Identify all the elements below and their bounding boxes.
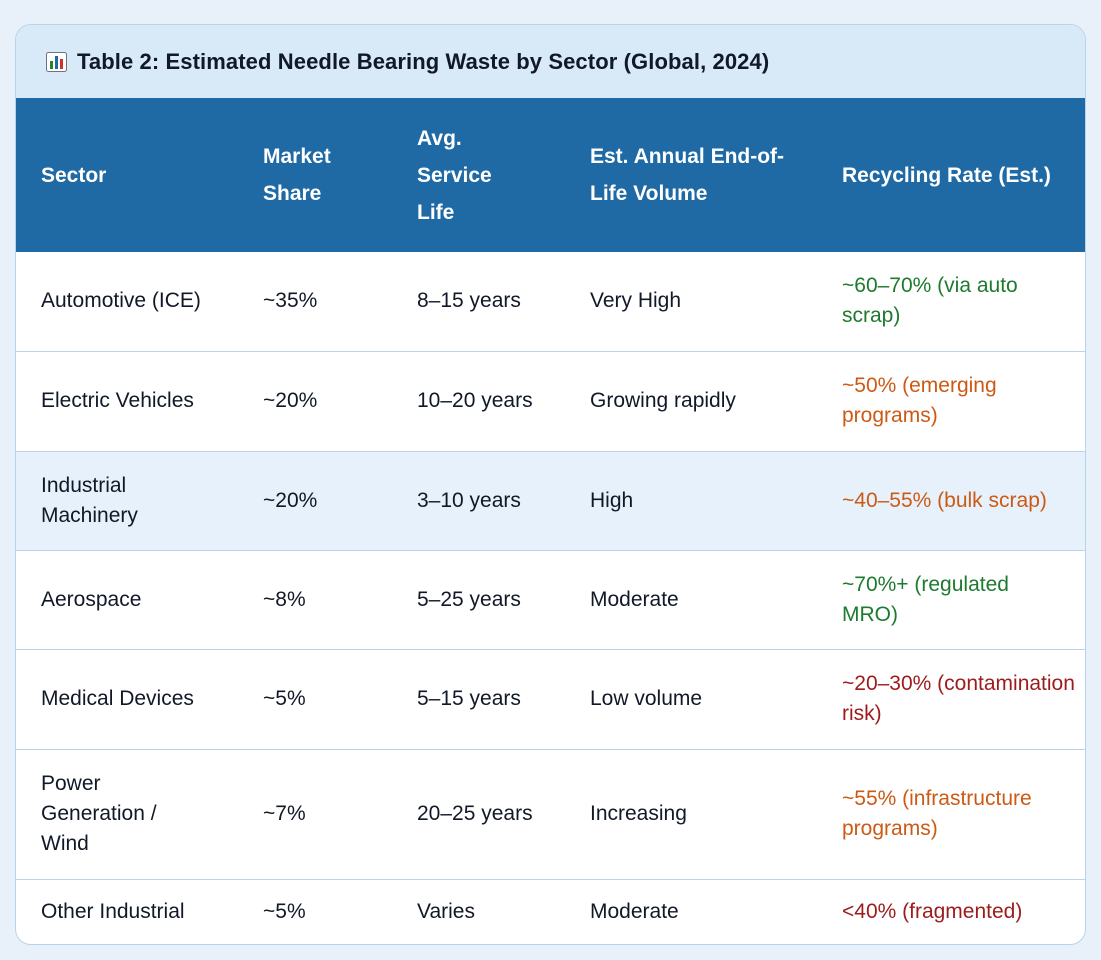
table-row: Aerospace ~8% 5–25 years Moderate ~70%+ … [16,550,1085,650]
cell-service-life: 20–25 years [392,749,565,880]
table-card: Table 2: Estimated Needle Bearing Waste … [15,24,1086,945]
cell-sector: Industrial Machinery [16,451,238,551]
cell-eol-volume: Increasing [565,749,817,880]
cell-eol-volume: Moderate [590,900,679,924]
cell-service-life: 8–15 years [392,252,565,352]
table-row: Power Generation / Wind ~7% 20–25 years … [16,749,1085,880]
cell-recycling-rate: <40% (fragmented) [842,900,1023,924]
cell-eol-volume: Growing rapidly [565,351,817,452]
cell-recycling-rate: ~40–55% (bulk scrap) [817,451,1085,551]
cell-market-share: ~35% [238,252,392,352]
cell-market-share: ~5% [238,649,392,750]
table-header-row: Sector Market Share Avg. Service Life Es… [16,98,1085,252]
cell-sector: Power Generation / Wind [16,749,238,880]
cell-service-life: Varies [417,900,475,924]
header-sector: Sector [41,163,107,187]
table-row: Medical Devices ~5% 5–15 years Low volum… [16,649,1085,750]
cell-sector: Aerospace [16,550,238,650]
cell-service-life: 5–25 years [392,550,565,650]
cell-sector: Electric Vehicles [16,351,238,452]
cell-service-life: 10–20 years [392,351,565,452]
cell-recycling-rate: ~50% (emerging programs) [817,351,1085,452]
sector-waste-table: Sector Market Share Avg. Service Life Es… [16,98,1085,944]
header-eol-volume: Est. Annual End-of-Life Volume [590,145,785,205]
header-recycling-rate: Recycling Rate (Est.) [842,163,1051,187]
cell-market-share: ~20% [238,351,392,452]
header-service-life: Avg. Service Life [417,126,492,224]
cell-eol-volume: Very High [565,252,817,352]
cell-recycling-rate: ~70%+ (regulated MRO) [817,550,1085,650]
table-title: Table 2: Estimated Needle Bearing Waste … [77,48,770,74]
table-row: Other Industrial ~5% Varies Moderate <40… [16,879,1085,944]
table-row: Electric Vehicles ~20% 10–20 years Growi… [16,351,1085,452]
table-title-bar: Table 2: Estimated Needle Bearing Waste … [16,25,1085,98]
cell-sector: Other Industrial [41,900,185,924]
table-row: Automotive (ICE) ~35% 8–15 years Very Hi… [16,252,1085,352]
cell-recycling-rate: ~20–30% (contamination risk) [817,649,1085,750]
cell-recycling-rate: ~55% (infrastructure programs) [817,749,1085,880]
cell-market-share: ~7% [238,749,392,880]
table-row: Industrial Machinery ~20% 3–10 years Hig… [16,451,1085,551]
cell-service-life: 3–10 years [392,451,565,551]
cell-service-life: 5–15 years [392,649,565,750]
cell-market-share: ~20% [238,451,392,551]
cell-market-share: ~8% [238,550,392,650]
cell-eol-volume: Low volume [565,649,817,750]
cell-sector: Medical Devices [16,649,238,750]
cell-recycling-rate: ~60–70% (via auto scrap) [817,252,1085,352]
cell-market-share: ~5% [263,900,306,924]
bar-chart-icon [46,51,67,72]
cell-eol-volume: Moderate [565,550,817,650]
header-market-share: Market Share [263,145,331,205]
cell-sector: Automotive (ICE) [16,252,238,352]
cell-eol-volume: High [565,451,817,551]
